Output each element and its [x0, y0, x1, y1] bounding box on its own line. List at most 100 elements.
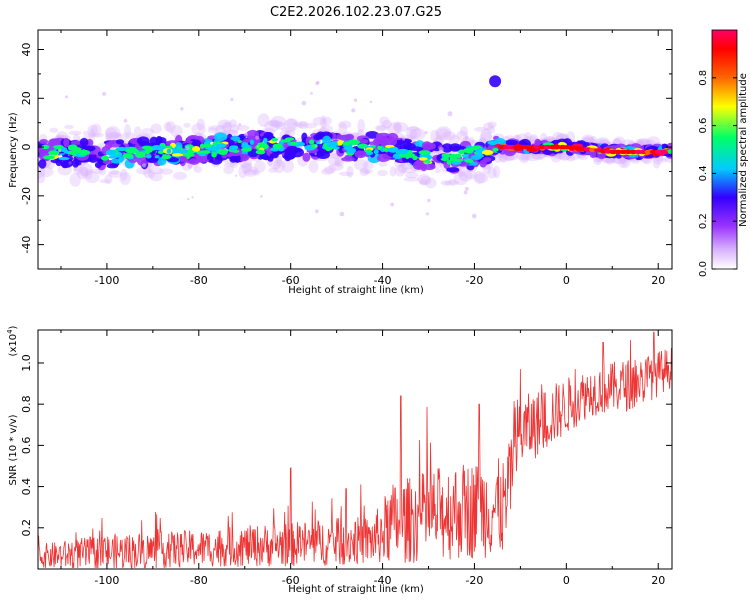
x-tick-label: -20 — [465, 274, 483, 287]
spectral-blob — [322, 116, 332, 126]
spectral-blob — [48, 150, 60, 156]
spectral-blob — [133, 126, 142, 138]
x-tick-label: -60 — [282, 574, 300, 587]
spectrogram-heatmap — [38, 75, 672, 219]
spectral-blob — [243, 169, 257, 177]
x-tick-label: 0 — [563, 274, 570, 287]
spectral-outlier — [464, 135, 469, 140]
spectral-blob — [396, 148, 409, 155]
spectral-outlier — [351, 108, 356, 113]
spectral-blob — [88, 128, 96, 142]
colorbar: 0.0 0.2 0.4 0.6 0.8 Normalized spectral ampl… — [698, 29, 749, 277]
snr-scale-note: (x104) — [6, 325, 19, 356]
spectral-blob — [246, 166, 259, 172]
spectral-outlier — [123, 118, 128, 123]
spectral-blob — [621, 139, 635, 146]
spectral-blob — [406, 142, 413, 152]
spectral-blob — [238, 165, 248, 179]
spectral-blob — [272, 143, 283, 149]
x-tick-label: -80 — [190, 274, 208, 287]
spectral-blob — [457, 164, 466, 177]
spectral-blob — [474, 172, 489, 184]
spectral-blob — [611, 157, 627, 165]
spectral-blob — [39, 166, 54, 178]
spectral-blob — [64, 124, 74, 130]
spectral-blob — [199, 143, 205, 149]
spectral-blob — [459, 126, 468, 137]
spectral-outlier — [463, 190, 468, 195]
spectral-blob — [118, 156, 125, 162]
spectral-blob — [141, 145, 153, 150]
spectral-blob — [393, 122, 409, 133]
spectral-blob — [223, 162, 236, 167]
spectral-blob — [334, 160, 341, 165]
spectral-blob — [104, 174, 113, 185]
spectral-blob — [243, 169, 258, 175]
spectral-blob — [124, 124, 131, 138]
spectral-blob — [264, 120, 280, 132]
y-tick-label: 40 — [20, 43, 33, 57]
spectral-blob — [479, 137, 486, 143]
spectrogram-ylabel: Frequency (Hz) — [8, 112, 19, 188]
spectral-blob — [38, 159, 47, 169]
spectral-outlier — [255, 135, 260, 140]
spectral-blob — [418, 150, 431, 155]
spectral-blob — [157, 157, 167, 166]
spectral-blob — [185, 153, 195, 157]
spectral-blob — [106, 131, 122, 138]
spectral-blob — [309, 139, 315, 145]
spectral-blob — [487, 167, 497, 179]
spectral-blob — [270, 115, 287, 128]
spectral-blob — [414, 159, 424, 169]
spectral-outlier — [369, 100, 373, 104]
spectral-blob — [401, 156, 412, 163]
spectral-blob — [148, 169, 155, 179]
spectral-outlier — [316, 80, 320, 84]
spectral-outlier — [180, 107, 184, 111]
spectral-blob — [482, 157, 492, 162]
spectral-blob — [326, 142, 335, 148]
spectral-outlier — [260, 195, 263, 198]
colorbar-gradient — [712, 30, 737, 269]
spectral-blob — [163, 121, 172, 132]
spectral-blob — [353, 159, 369, 171]
spectral-outlier — [102, 91, 107, 96]
spectral-blob — [69, 173, 81, 187]
spectral-blob — [284, 150, 296, 160]
spectral-blob — [157, 150, 165, 154]
spectral-blob — [444, 180, 460, 186]
colorbar-ticks: 0.0 0.2 0.4 0.6 0.8 — [698, 70, 737, 277]
spectral-blob — [354, 150, 367, 159]
colorbar-tick-label: 0.8 — [698, 70, 709, 86]
spectral-blob — [312, 116, 326, 126]
spectral-blob — [365, 131, 379, 139]
spectral-blob — [105, 142, 113, 149]
snr-scale-exponent: 4 — [6, 329, 14, 334]
spectral-blob — [192, 146, 201, 152]
spectral-blob — [285, 137, 295, 141]
spectral-outlier — [187, 197, 190, 201]
colorbar-tick-label: 0.4 — [698, 165, 709, 181]
spectral-blob — [230, 135, 241, 142]
spectral-blob — [61, 147, 68, 153]
spectral-blob — [486, 126, 496, 134]
spectral-blob — [229, 160, 238, 169]
spectral-blob — [212, 146, 220, 151]
spectral-blob — [108, 155, 118, 159]
snr-panel: -100 -80 -60 -40 -20 0 20 0.2 0.4 0.6 0.8 1.0 Heigh… — [6, 325, 673, 595]
spectral-blob — [434, 168, 442, 174]
y-tick-label: 0.8 — [20, 395, 33, 413]
spectral-blob — [223, 121, 232, 136]
spectral-blob — [191, 123, 206, 136]
spectral-outlier — [235, 174, 238, 177]
spectral-blob — [338, 122, 347, 136]
spectral-blob — [377, 145, 383, 151]
spectral-blob — [566, 154, 576, 162]
spectral-outlier — [447, 111, 453, 117]
spectral-blob — [226, 129, 239, 135]
spectral-blob — [253, 160, 266, 173]
spectral-outlier — [353, 98, 358, 102]
spectral-blob — [405, 154, 410, 159]
spectral-blob — [76, 166, 89, 180]
snr-xlabel: Height of straight line (km) — [288, 584, 424, 595]
